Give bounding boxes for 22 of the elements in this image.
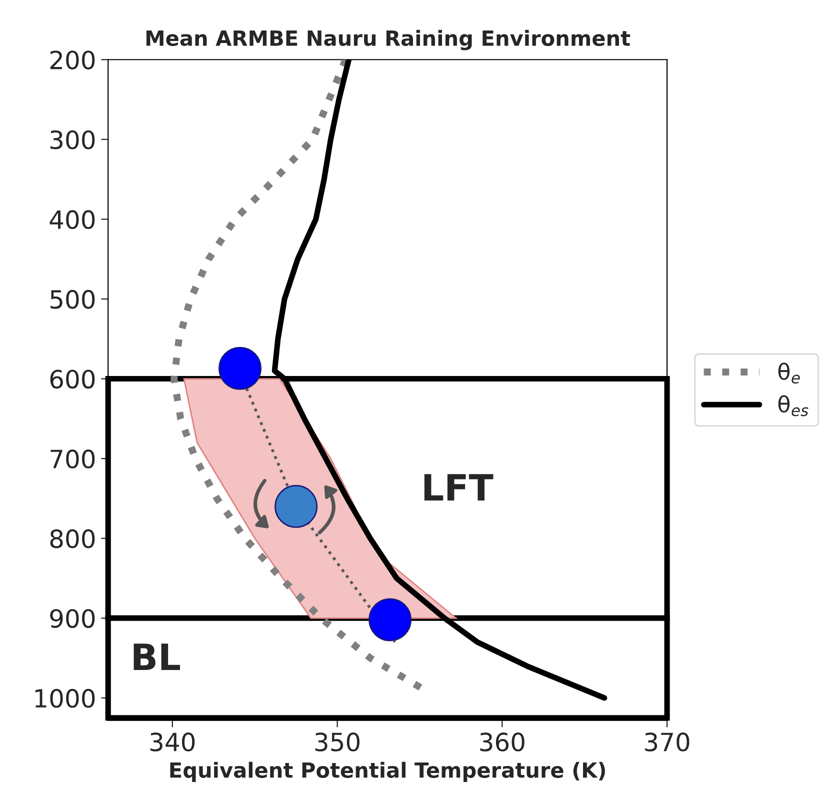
y-tick-label: 300 <box>50 130 95 150</box>
x-tick-label: 370 <box>645 732 690 752</box>
point <box>218 346 262 390</box>
y-tick-label: 600 <box>50 370 95 389</box>
y-tick-label: 400 <box>50 210 95 230</box>
y-tick-label: 800 <box>50 529 95 548</box>
x-tick-label: 360 <box>480 732 524 752</box>
y-tick-label: 500 <box>50 290 95 309</box>
y-tick-label: 1000 <box>35 688 95 708</box>
band-label: BL <box>134 644 180 670</box>
x-tick-label: 350 <box>315 732 360 752</box>
y-tick-label: 200 <box>50 50 95 70</box>
x-axis-title: Equivalent Potential Temperature (K) <box>170 762 605 782</box>
legend-label: θ$_{e}$ <box>778 362 800 384</box>
y-tick-label: 700 <box>50 450 95 468</box>
point <box>368 598 412 642</box>
x-tick-label: 340 <box>150 732 195 752</box>
band-label: LFT <box>424 474 494 500</box>
chart-title: Mean ARMBE Nauru Raining Environment <box>146 30 630 50</box>
point <box>274 484 318 528</box>
y-tick-label: 900 <box>50 609 95 628</box>
legend-label: θ$_{es}$ <box>778 395 808 416</box>
